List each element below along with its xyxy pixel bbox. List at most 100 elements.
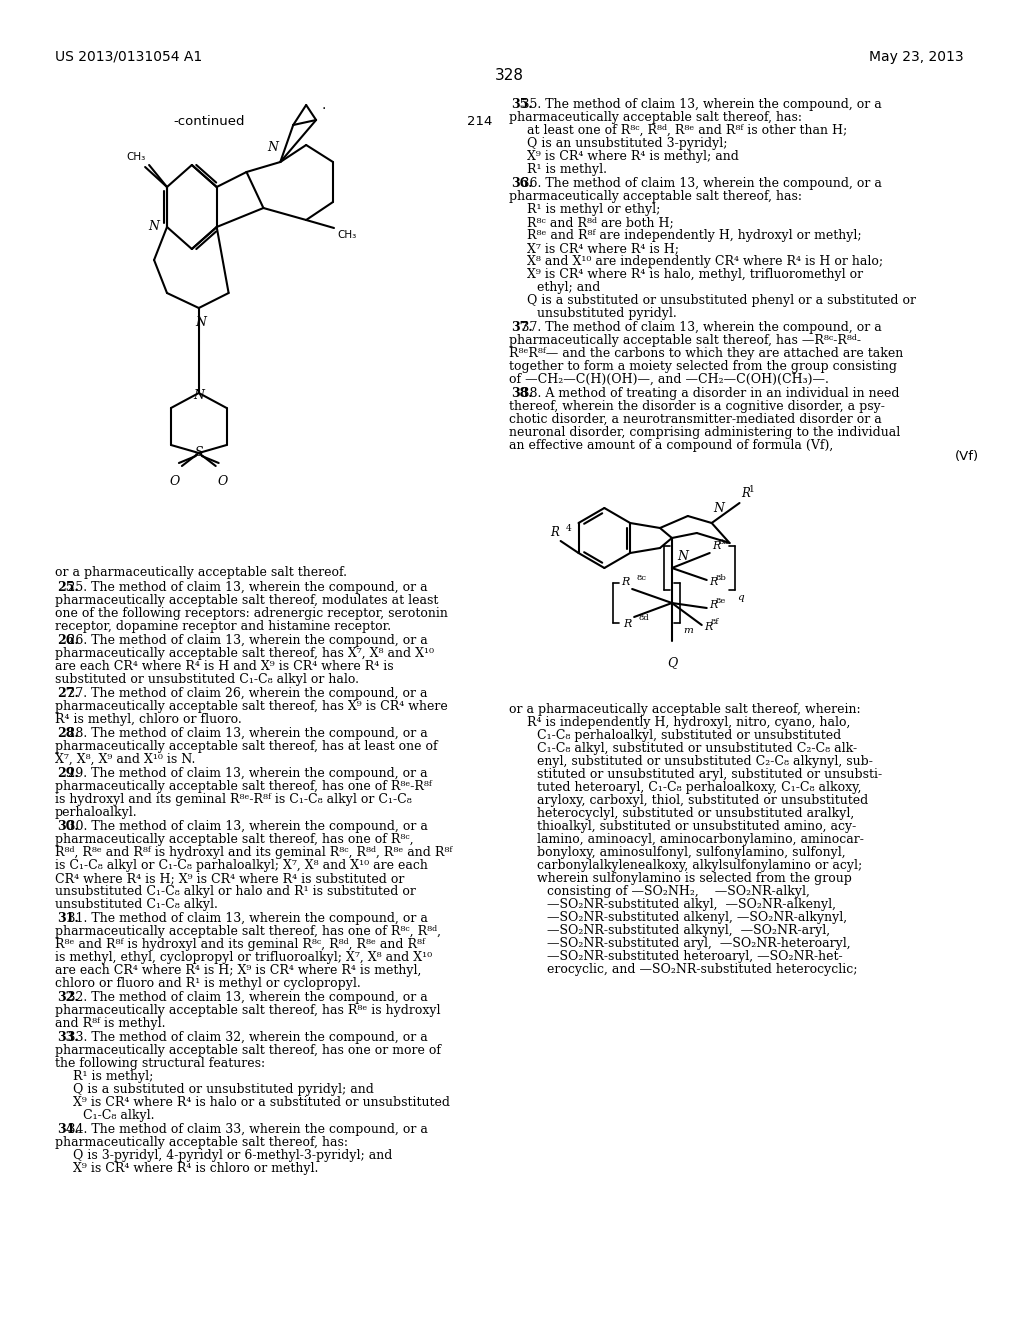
Text: chotic disorder, a neurotransmitter-mediated disorder or a: chotic disorder, a neurotransmitter-medi… (509, 413, 882, 426)
Text: thereof, wherein the disorder is a cognitive disorder, a psy-: thereof, wherein the disorder is a cogni… (509, 400, 885, 413)
Text: 28. The method of claim 13, wherein the compound, or a: 28. The method of claim 13, wherein the … (54, 727, 427, 741)
Text: thioalkyl, substituted or unsubstituted amino, acy-: thioalkyl, substituted or unsubstituted … (537, 820, 856, 833)
Text: R⁴ is independently H, hydroxyl, nitro, cyano, halo,: R⁴ is independently H, hydroxyl, nitro, … (526, 715, 850, 729)
Text: 34. The method of claim 33, wherein the compound, or a: 34. The method of claim 33, wherein the … (54, 1123, 428, 1137)
Text: X⁹ is CR⁴ where R⁴ is halo or a substituted or unsubstituted: X⁹ is CR⁴ where R⁴ is halo or a substitu… (73, 1096, 450, 1109)
Text: CH₃: CH₃ (127, 152, 146, 162)
Text: 25. The method of claim 13, wherein the compound, or a: 25. The method of claim 13, wherein the … (54, 581, 427, 594)
Text: -continued: -continued (173, 115, 245, 128)
Text: Q is a substituted or unsubstituted pyridyl; and: Q is a substituted or unsubstituted pyri… (73, 1082, 374, 1096)
Text: X⁹ is CR⁴ where R⁴ is halo, methyl, trifluoromethyl or: X⁹ is CR⁴ where R⁴ is halo, methyl, trif… (526, 268, 863, 281)
Text: Q is an unsubstituted 3-pyridyl;: Q is an unsubstituted 3-pyridyl; (526, 137, 727, 150)
Text: pharmaceutically acceptable salt thereof, has R⁸ᵉ is hydroxyl: pharmaceutically acceptable salt thereof… (54, 1005, 440, 1016)
Text: 8b: 8b (716, 574, 726, 582)
Text: or a pharmaceutically acceptable salt thereof, wherein:: or a pharmaceutically acceptable salt th… (509, 704, 860, 715)
Text: q: q (737, 593, 744, 602)
Text: 31. The method of claim 13, wherein the compound, or a: 31. The method of claim 13, wherein the … (54, 912, 428, 925)
Text: one of the following receptors: adrenergic receptor, serotonin: one of the following receptors: adrenerg… (54, 607, 447, 620)
Text: 31.: 31. (56, 912, 79, 925)
Text: N: N (196, 315, 206, 329)
Text: Q is 3-pyridyl, 4-pyridyl or 6-methyl-3-pyridyl; and: Q is 3-pyridyl, 4-pyridyl or 6-methyl-3-… (73, 1148, 392, 1162)
Text: N: N (714, 502, 725, 515)
Text: is C₁-C₈ alkyl or C₁-C₈ parhaloalkyl; X⁷, X⁸ and X¹⁰ are each: is C₁-C₈ alkyl or C₁-C₈ parhaloalkyl; X⁷… (54, 859, 428, 873)
Text: X⁷, X⁸, X⁹ and X¹⁰ is N.: X⁷, X⁸, X⁹ and X¹⁰ is N. (54, 752, 195, 766)
Text: pharmaceutically acceptable salt thereof, has at least one of: pharmaceutically acceptable salt thereof… (54, 741, 437, 752)
Text: substituted or unsubstituted C₁-C₈ alkyl or halo.: substituted or unsubstituted C₁-C₈ alkyl… (54, 673, 358, 686)
Text: R⁸ᵉ and R⁸ᶠ is hydroxyl and its geminal R⁸ᶜ, R⁸ᵈ, R⁸ᵉ and R⁸ᶠ: R⁸ᵉ and R⁸ᶠ is hydroxyl and its geminal … (54, 939, 425, 950)
Text: aryloxy, carboxyl, thiol, substituted or unsubstituted: aryloxy, carboxyl, thiol, substituted or… (537, 795, 868, 807)
Text: 29. The method of claim 13, wherein the compound, or a: 29. The method of claim 13, wherein the … (54, 767, 427, 780)
Text: are each CR⁴ where R⁴ is H and X⁹ is CR⁴ where R⁴ is: are each CR⁴ where R⁴ is H and X⁹ is CR⁴… (54, 660, 393, 673)
Text: ethyl; and: ethyl; and (537, 281, 600, 294)
Text: 33.: 33. (56, 1031, 78, 1044)
Text: 27. The method of claim 26, wherein the compound, or a: 27. The method of claim 26, wherein the … (54, 686, 427, 700)
Text: pharmaceutically acceptable salt thereof, modulates at least: pharmaceutically acceptable salt thereof… (54, 594, 438, 607)
Text: N: N (194, 389, 205, 403)
Text: tuted heteroaryl, C₁-C₈ perhaloalkoxy, C₁-C₈ alkoxy,: tuted heteroaryl, C₁-C₈ perhaloalkoxy, C… (537, 781, 861, 795)
Text: perhaloalkyl.: perhaloalkyl. (54, 807, 137, 818)
Text: 35.: 35. (511, 98, 532, 111)
Text: pharmaceutically acceptable salt thereof, has:: pharmaceutically acceptable salt thereof… (54, 1137, 348, 1148)
Text: 4: 4 (565, 524, 571, 533)
Text: CH₃: CH₃ (337, 230, 356, 240)
Text: R¹ is methyl;: R¹ is methyl; (73, 1071, 153, 1082)
Text: 33. The method of claim 32, wherein the compound, or a: 33. The method of claim 32, wherein the … (54, 1031, 427, 1044)
Text: bonyloxy, aminosulfonyl, sulfonylamino, sulfonyl,: bonyloxy, aminosulfonyl, sulfonylamino, … (537, 846, 846, 859)
Text: R: R (623, 619, 631, 630)
Text: pharmaceutically acceptable salt thereof, has one of R⁸ᶜ, R⁸ᵈ,: pharmaceutically acceptable salt thereof… (54, 925, 440, 939)
Text: receptor, dopamine receptor and histamine receptor.: receptor, dopamine receptor and histamin… (54, 620, 391, 634)
Text: 38.: 38. (511, 387, 532, 400)
Text: S: S (195, 446, 203, 459)
Text: Q: Q (667, 656, 677, 669)
Text: 36.: 36. (511, 177, 532, 190)
Text: R⁸ᵈ, R⁸ᵉ and R⁸ᶠ is hydroxyl and its geminal R⁸ᶜ, R⁸ᵈ, R⁸ᵉ and R⁸ᶠ: R⁸ᵈ, R⁸ᵉ and R⁸ᶠ is hydroxyl and its gem… (54, 846, 452, 859)
Text: 32.: 32. (56, 991, 79, 1005)
Text: 28.: 28. (56, 727, 79, 741)
Text: unsubstituted C₁-C₈ alkyl or halo and R¹ is substituted or: unsubstituted C₁-C₈ alkyl or halo and R¹… (54, 884, 416, 898)
Text: —SO₂NR-substituted alkyl,  —SO₂NR-alkenyl,: —SO₂NR-substituted alkyl, —SO₂NR-alkenyl… (547, 898, 836, 911)
Text: R: R (621, 577, 629, 587)
Text: O: O (170, 475, 180, 488)
Text: —SO₂NR-substituted alkynyl,  —SO₂NR-aryl,: —SO₂NR-substituted alkynyl, —SO₂NR-aryl, (547, 924, 829, 937)
Text: is hydroxyl and its geminal R⁸ᵉ-R⁸ᶠ is C₁-C₈ alkyl or C₁-C₈: is hydroxyl and its geminal R⁸ᵉ-R⁸ᶠ is C… (54, 793, 412, 807)
Text: R: R (741, 487, 751, 500)
Text: unsubstituted C₁-C₈ alkyl.: unsubstituted C₁-C₈ alkyl. (54, 898, 217, 911)
Text: at least one of R⁸ᶜ, R⁸ᵈ, R⁸ᵉ and R⁸ᶠ is other than H;: at least one of R⁸ᶜ, R⁸ᵈ, R⁸ᵉ and R⁸ᶠ is… (526, 124, 847, 137)
Text: 328: 328 (495, 69, 523, 83)
Text: 1: 1 (749, 484, 755, 494)
Text: pharmaceutically acceptable salt thereof, has X⁹ is CR⁴ where: pharmaceutically acceptable salt thereof… (54, 700, 447, 713)
Text: R⁸ᵉ and R⁸ᶠ are independently H, hydroxyl or methyl;: R⁸ᵉ and R⁸ᶠ are independently H, hydroxy… (526, 228, 861, 242)
Text: 30. The method of claim 13, wherein the compound, or a: 30. The method of claim 13, wherein the … (54, 820, 428, 833)
Text: US 2013/0131054 A1: US 2013/0131054 A1 (54, 50, 202, 63)
Text: N: N (267, 141, 279, 154)
Text: together to form a moiety selected from the group consisting: together to form a moiety selected from … (509, 360, 897, 374)
Text: and R⁸ᶠ is methyl.: and R⁸ᶠ is methyl. (54, 1016, 165, 1030)
Text: R⁸ᵉR⁸ᶠ— and the carbons to which they are attached are taken: R⁸ᵉR⁸ᶠ— and the carbons to which they ar… (509, 347, 903, 360)
Text: 34.: 34. (56, 1123, 79, 1137)
Text: R: R (712, 541, 720, 550)
Text: O: O (217, 475, 227, 488)
Text: an effective amount of a compound of formula (Vf),: an effective amount of a compound of for… (509, 440, 834, 451)
Text: N: N (677, 550, 688, 564)
Text: 8f: 8f (711, 618, 719, 626)
Text: pharmaceutically acceptable salt thereof, has one or more of: pharmaceutically acceptable salt thereof… (54, 1044, 440, 1057)
Text: —SO₂NR-substituted alkenyl, —SO₂NR-alkynyl,: —SO₂NR-substituted alkenyl, —SO₂NR-alkyn… (547, 911, 847, 924)
Text: X⁸ and X¹⁰ are independently CR⁴ where R⁴ is H or halo;: X⁸ and X¹⁰ are independently CR⁴ where R… (526, 255, 883, 268)
Text: stituted or unsubstituted aryl, substituted or unsubsti-: stituted or unsubstituted aryl, substitu… (537, 768, 882, 781)
Text: X⁹ is CR⁴ where R⁴ is chloro or methyl.: X⁹ is CR⁴ where R⁴ is chloro or methyl. (73, 1162, 317, 1175)
Text: 37. The method of claim 13, wherein the compound, or a: 37. The method of claim 13, wherein the … (509, 321, 882, 334)
Text: R⁸ᶜ and R⁸ᵈ are both H;: R⁸ᶜ and R⁸ᵈ are both H; (526, 216, 674, 228)
Text: pharmaceutically acceptable salt thereof, has —R⁸ᶜ-R⁸ᵈ-: pharmaceutically acceptable salt thereof… (509, 334, 861, 347)
Text: lamino, aminoacyl, aminocarbonylamino, aminocar-: lamino, aminoacyl, aminocarbonylamino, a… (537, 833, 863, 846)
Text: 26.: 26. (56, 634, 79, 647)
Text: Q is a substituted or unsubstituted phenyl or a substituted or: Q is a substituted or unsubstituted phen… (526, 294, 915, 308)
Text: of —CH₂—C(H)(OH)—, and —CH₂—C(OH)(CH₃)—.: of —CH₂—C(H)(OH)—, and —CH₂—C(OH)(CH₃)—. (509, 374, 828, 385)
Text: 29.: 29. (56, 767, 79, 780)
Text: .: . (322, 98, 326, 112)
Text: enyl, substituted or unsubstituted C₂-C₈ alkynyl, sub-: enyl, substituted or unsubstituted C₂-C₈… (537, 755, 872, 768)
Text: 36. The method of claim 13, wherein the compound, or a: 36. The method of claim 13, wherein the … (509, 177, 882, 190)
Text: are each CR⁴ where R⁴ is H; X⁹ is CR⁴ where R⁴ is methyl,: are each CR⁴ where R⁴ is H; X⁹ is CR⁴ wh… (54, 964, 421, 977)
Text: R⁴ is methyl, chloro or fluoro.: R⁴ is methyl, chloro or fluoro. (54, 713, 242, 726)
Text: R: R (709, 601, 717, 610)
Text: heterocyclyl, substituted or unsubstituted aralkyl,: heterocyclyl, substituted or unsubstitut… (537, 807, 854, 820)
